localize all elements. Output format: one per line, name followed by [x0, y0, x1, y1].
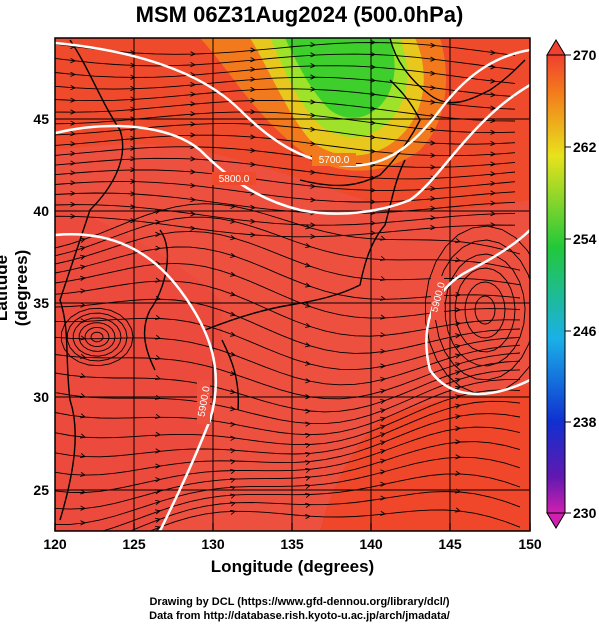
streamline [60, 307, 134, 367]
x-tick-label: 120 [43, 536, 67, 552]
streamline [55, 215, 516, 238]
streamline [55, 181, 516, 203]
streamline [55, 360, 521, 413]
streamline [55, 53, 516, 71]
streamline [55, 456, 521, 525]
streamline-arrow [80, 556, 85, 560]
streamline [78, 322, 116, 352]
colorbar-scale [546, 54, 566, 514]
colorbar-tick-label: 246 [573, 323, 597, 339]
x-axis-ticks [54, 523, 531, 531]
contour-label-bg [197, 380, 210, 424]
streamline [55, 216, 521, 271]
y-tick-label: 40 [33, 203, 49, 219]
streamline [55, 204, 516, 226]
contour-5800 [55, 83, 530, 215]
colorbar-tick-label: 230 [573, 505, 597, 521]
contour-label-5700: 5700.0 [319, 155, 350, 166]
contour-5900-east [425, 229, 530, 396]
streamline [55, 400, 521, 458]
streamline-arrow [80, 546, 85, 550]
streamline [55, 379, 521, 436]
streamline [55, 317, 521, 371]
x-tick-label: 130 [201, 536, 225, 552]
contour-5900-west [55, 233, 218, 531]
streamline [55, 352, 521, 400]
streamline [55, 369, 521, 425]
streamline [55, 413, 521, 476]
y-tick-label: 25 [33, 482, 49, 498]
contour-label-bg [212, 172, 256, 185]
x-axis-label: Longitude (degrees) [210, 557, 375, 576]
streamline [55, 192, 516, 215]
colorbar: 270 262 254 246 238 230 [546, 39, 597, 529]
streamline [424, 225, 530, 395]
streamline [55, 491, 521, 531]
colorbar-bottom-arrow [546, 512, 566, 529]
y-tick-label: 35 [33, 295, 49, 311]
streamline [55, 146, 516, 168]
streamline [55, 76, 516, 98]
streamline [464, 281, 506, 339]
streamline [55, 473, 521, 531]
contour-label-5900-west: 5900.0 [196, 385, 212, 417]
streamline [84, 326, 110, 348]
streamline [444, 253, 526, 367]
contour-label-bg [431, 276, 444, 320]
streamline [55, 203, 521, 255]
streamline [55, 389, 521, 446]
west-field [55, 200, 222, 531]
colorbar-top-arrow [546, 39, 566, 56]
y-tick-label: 45 [33, 111, 49, 127]
credit-data: Data from http://database.rish.kyoto-u.a… [149, 610, 450, 622]
streamline [55, 169, 516, 191]
x-tick-label: 135 [280, 536, 304, 552]
streamline [66, 312, 128, 362]
x-tick-label: 125 [122, 536, 146, 552]
streamline [55, 65, 516, 84]
map-plot-area: 5700.0 5800.0 5900.0 5900.0 [55, 38, 530, 560]
streamline [72, 317, 122, 357]
streamline [55, 441, 521, 510]
streamline [55, 336, 521, 386]
streamline [90, 331, 104, 343]
x-tick-label: 140 [359, 536, 383, 552]
streamline [149, 509, 521, 531]
streamline [474, 295, 496, 325]
x-tick-label: 150 [518, 536, 542, 552]
map-title: MSM 06Z31Aug2024 (500.0hPa) [135, 2, 464, 27]
colorbar-tick-label: 238 [573, 414, 597, 430]
credit-drawing: Drawing by DCL (https://www.gfd-dennou.o… [149, 596, 450, 608]
streamline [454, 267, 516, 353]
streamline-arrow [80, 534, 85, 538]
contour-label-group: 5700.0 5800.0 5900.0 5900.0 [196, 153, 448, 424]
colorbar-tick-label: 254 [573, 231, 597, 247]
streamline [55, 426, 521, 493]
streamline [55, 157, 516, 180]
contour-label-bg [312, 153, 356, 166]
contour-label-5800: 5800.0 [219, 174, 250, 185]
x-tick-label: 145 [438, 536, 462, 552]
streamline [55, 88, 516, 110]
streamline [55, 280, 521, 337]
colorbar-tick-label: 262 [573, 139, 597, 155]
y-tick-label: 30 [33, 389, 49, 405]
streamline [55, 123, 516, 145]
streamline [55, 42, 516, 56]
colorbar-tick-label: 270 [573, 47, 597, 63]
